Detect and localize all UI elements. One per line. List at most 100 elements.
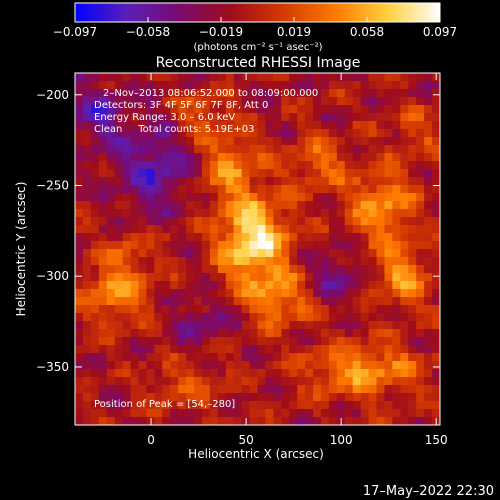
heatmap-pixel bbox=[352, 169, 362, 178]
heatmap-pixel bbox=[336, 233, 346, 242]
heatmap-pixel bbox=[138, 153, 148, 162]
heatmap-pixel bbox=[249, 193, 259, 202]
heatmap-pixel bbox=[305, 81, 314, 90]
heatmap-pixel bbox=[186, 345, 195, 354]
heatmap-pixel bbox=[146, 409, 155, 418]
heatmap-pixel bbox=[313, 345, 322, 354]
heatmap-pixel bbox=[162, 113, 171, 122]
heatmap-pixel bbox=[178, 369, 187, 378]
heatmap-pixel bbox=[320, 417, 330, 425]
heatmap-pixel bbox=[154, 289, 163, 298]
heatmap-pixel bbox=[344, 377, 354, 386]
heatmap-pixel bbox=[114, 321, 124, 330]
x-axis-tick-label: 0 bbox=[147, 433, 155, 447]
heatmap-pixel bbox=[138, 273, 148, 282]
heatmap-pixel bbox=[249, 81, 259, 90]
heatmap-pixel bbox=[154, 329, 163, 338]
heatmap-pixel bbox=[130, 129, 140, 138]
heatmap-pixel bbox=[344, 361, 354, 370]
heatmap-pixel bbox=[257, 137, 267, 146]
heatmap-pixel bbox=[130, 321, 140, 330]
heatmap-pixel bbox=[305, 345, 314, 354]
heatmap-pixel bbox=[194, 377, 203, 386]
heatmap-pixel bbox=[305, 385, 314, 394]
heatmap-pixel bbox=[186, 401, 195, 410]
heatmap-pixel bbox=[249, 265, 259, 274]
heatmap-pixel bbox=[225, 289, 235, 298]
heatmap-pixel bbox=[289, 393, 298, 402]
heatmap-pixel bbox=[75, 193, 84, 202]
heatmap-pixel bbox=[424, 337, 433, 346]
heatmap-pixel bbox=[130, 145, 140, 154]
heatmap-pixel bbox=[297, 121, 306, 130]
heatmap-pixel bbox=[265, 177, 274, 186]
heatmap-pixel bbox=[178, 81, 187, 90]
heatmap-pixel bbox=[368, 361, 378, 370]
heatmap-pixel bbox=[289, 89, 298, 98]
heatmap-pixel bbox=[352, 321, 362, 330]
heatmap-pixel bbox=[273, 249, 282, 258]
timestamp: 17–May–2022 22:30 bbox=[363, 484, 494, 499]
heatmap-pixel bbox=[297, 217, 306, 226]
heatmap-pixel bbox=[265, 281, 274, 290]
heatmap-pixel bbox=[392, 185, 401, 194]
heatmap-pixel bbox=[241, 393, 251, 402]
heatmap-pixel bbox=[162, 377, 171, 386]
heatmap-pixel bbox=[82, 177, 92, 186]
heatmap-pixel bbox=[352, 265, 362, 274]
heatmap-pixel bbox=[297, 321, 306, 330]
heatmap-pixel bbox=[170, 345, 179, 354]
heatmap-pixel bbox=[233, 369, 243, 378]
heatmap-pixel bbox=[289, 169, 298, 178]
heatmap-pixel bbox=[178, 225, 187, 234]
heatmap-pixel bbox=[352, 281, 362, 290]
heatmap-pixel bbox=[273, 401, 282, 410]
heatmap-pixel bbox=[392, 129, 401, 138]
heatmap-pixel bbox=[90, 193, 100, 202]
heatmap-pixel bbox=[289, 193, 298, 202]
heatmap-pixel bbox=[289, 345, 298, 354]
heatmap-pixel bbox=[305, 169, 314, 178]
heatmap-pixel bbox=[360, 313, 370, 322]
heatmap-pixel bbox=[384, 105, 393, 114]
heatmap-pixel bbox=[368, 121, 378, 130]
heatmap-pixel bbox=[297, 353, 306, 362]
heatmap-pixel bbox=[320, 97, 330, 106]
heatmap-pixel bbox=[313, 281, 322, 290]
heatmap-pixel bbox=[281, 281, 290, 290]
heatmap-pixel bbox=[122, 345, 132, 354]
heatmap-pixel bbox=[352, 233, 362, 242]
heatmap-pixel bbox=[241, 257, 251, 266]
heatmap-pixel bbox=[225, 361, 235, 370]
heatmap-pixel bbox=[257, 105, 267, 114]
heatmap-pixel bbox=[281, 305, 290, 314]
heatmap-pixel bbox=[146, 145, 155, 154]
heatmap-pixel bbox=[313, 265, 322, 274]
heatmap-pixel bbox=[313, 377, 322, 386]
heatmap-pixel bbox=[281, 105, 290, 114]
heatmap-pixel bbox=[424, 153, 433, 162]
heatmap-pixel bbox=[257, 193, 267, 202]
heatmap-pixel bbox=[194, 369, 203, 378]
heatmap-pixel bbox=[209, 273, 219, 282]
heatmap-pixel bbox=[384, 353, 393, 362]
heatmap-pixel bbox=[416, 257, 425, 266]
heatmap-pixel bbox=[106, 313, 116, 322]
heatmap-pixel bbox=[384, 377, 393, 386]
heatmap-pixel bbox=[344, 217, 354, 226]
heatmap-pixel bbox=[194, 345, 203, 354]
y-axis-tick-label: −200 bbox=[36, 88, 69, 102]
heatmap-pixel bbox=[400, 233, 409, 242]
heatmap-pixel bbox=[432, 129, 440, 138]
heatmap-pixel bbox=[297, 145, 306, 154]
heatmap-pixel bbox=[209, 89, 219, 98]
heatmap-pixel bbox=[146, 249, 155, 258]
heatmap-pixel bbox=[90, 145, 100, 154]
heatmap-pixel bbox=[241, 297, 251, 306]
heatmap-pixel bbox=[320, 145, 330, 154]
heatmap-pixel bbox=[384, 217, 393, 226]
heatmap-pixel bbox=[297, 73, 306, 82]
heatmap-pixel bbox=[265, 193, 274, 202]
heatmap-pixel bbox=[122, 201, 132, 210]
heatmap-pixel bbox=[106, 145, 116, 154]
